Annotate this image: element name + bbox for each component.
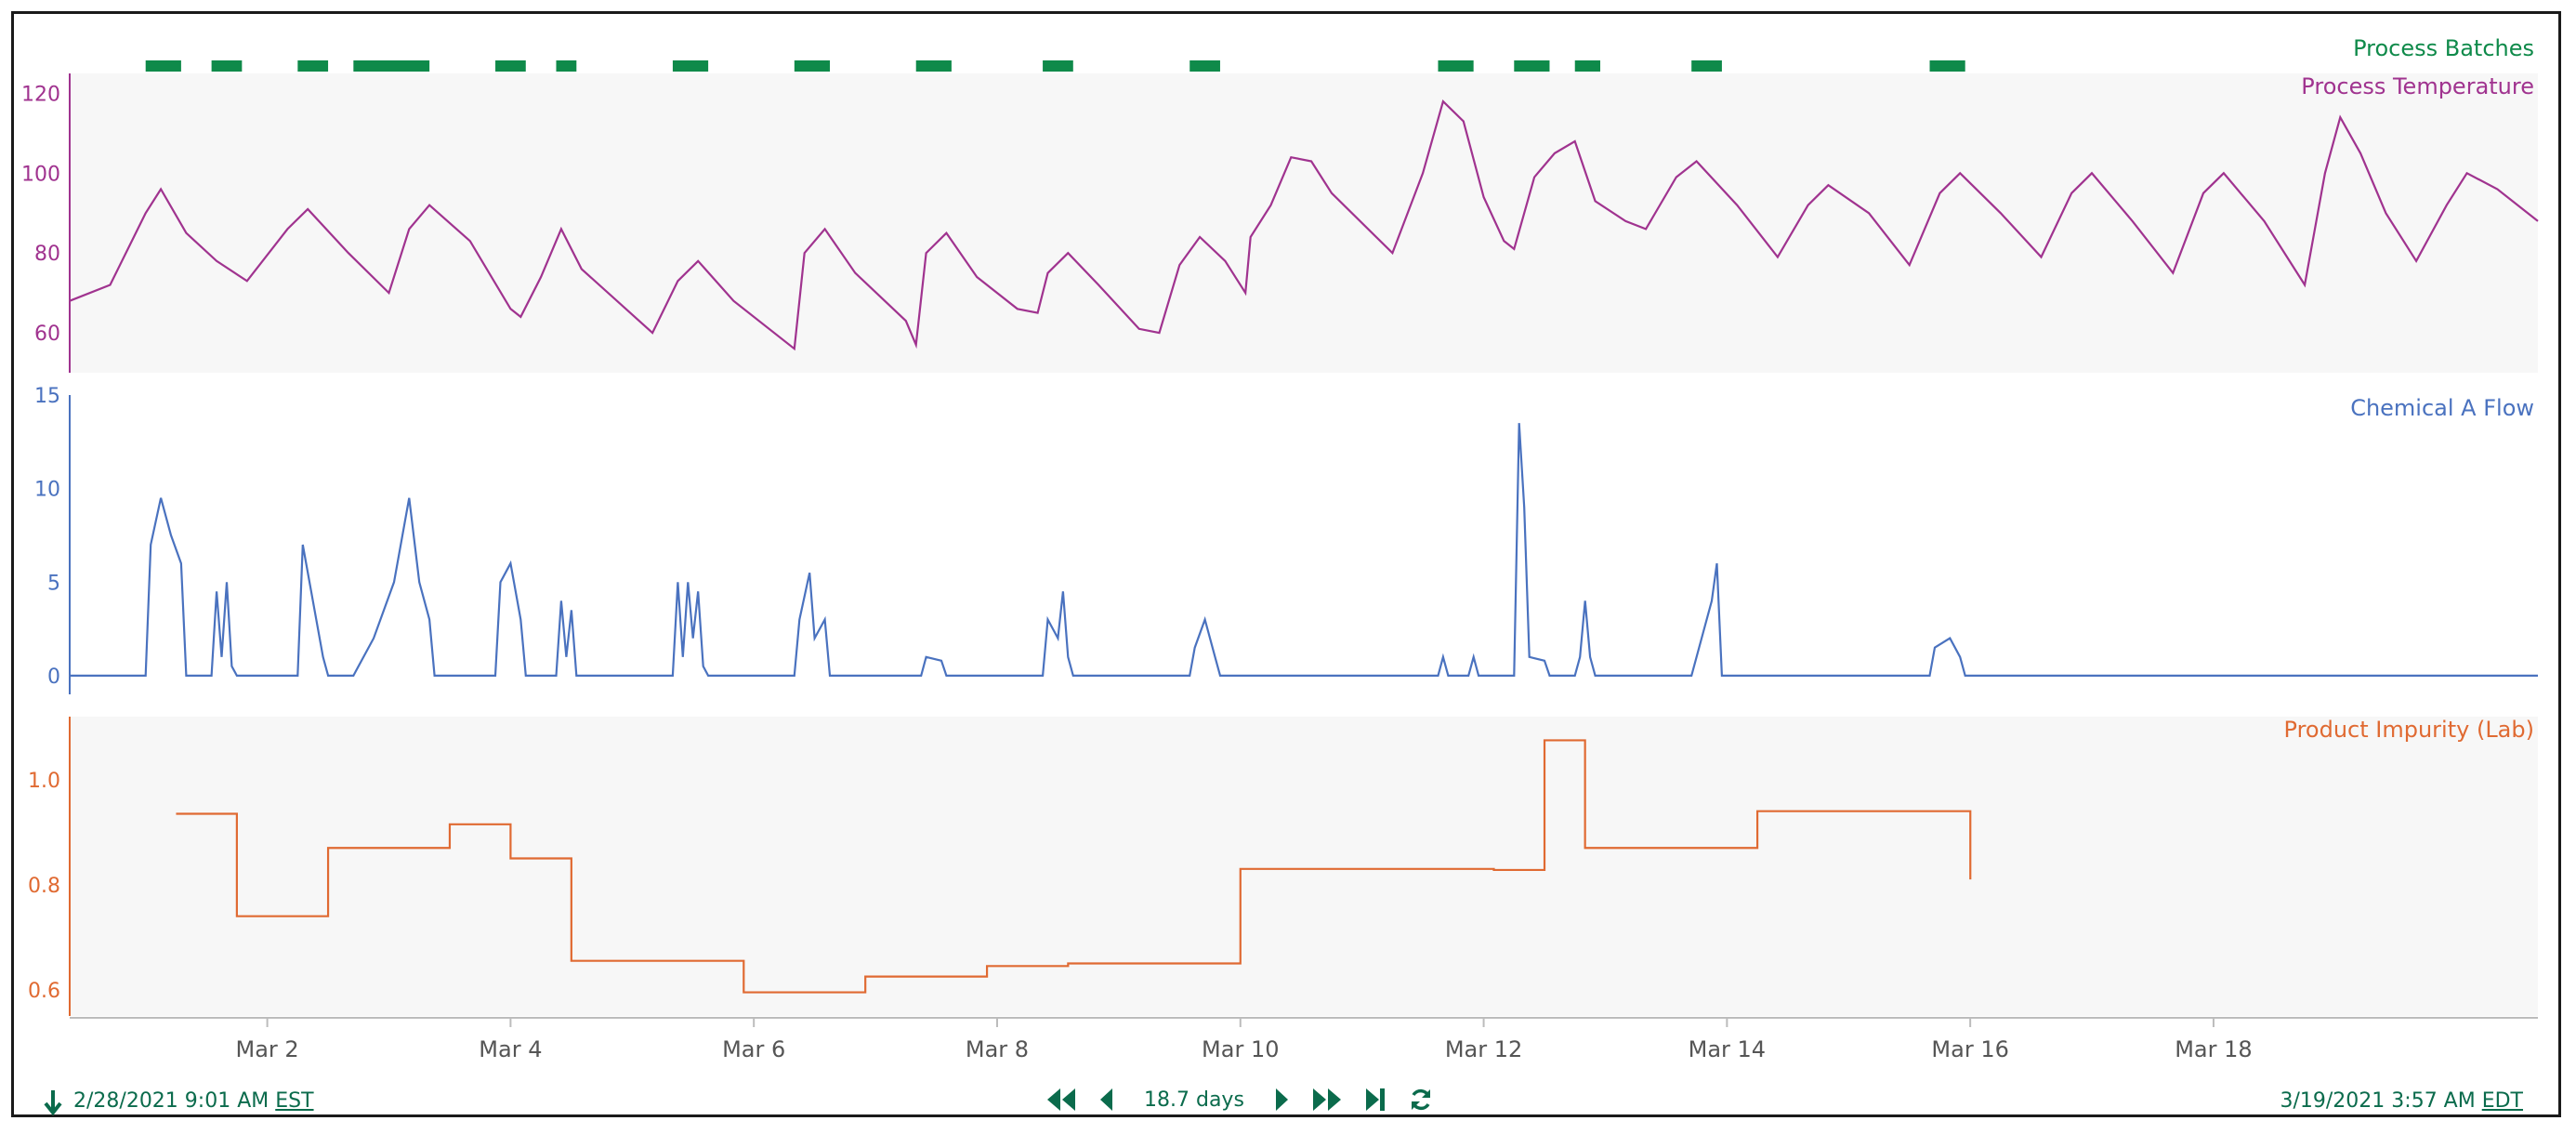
x-tick-label: Mar 2 bbox=[236, 1036, 299, 1062]
duration-label[interactable]: 18.7 days bbox=[1144, 1088, 1244, 1112]
batch-bar bbox=[145, 60, 181, 72]
batch-bar bbox=[297, 60, 329, 72]
trend-viewer: Process Batches 60 80 100 120 Process Tempera… bbox=[11, 11, 2561, 1117]
flow-tick-label: 0 bbox=[47, 666, 60, 689]
time-navigation: 18.7 days bbox=[1045, 1083, 1434, 1116]
flow-tick-label: 15 bbox=[34, 385, 60, 408]
x-tick-label: Mar 10 bbox=[1202, 1036, 1279, 1062]
batch-bar bbox=[1043, 60, 1073, 72]
batch-bar bbox=[794, 60, 831, 72]
impurity-tick-label: 0.8 bbox=[28, 875, 60, 898]
start-timezone-link[interactable]: EST bbox=[275, 1089, 314, 1113]
x-tick-label: Mar 8 bbox=[966, 1036, 1029, 1062]
batch-bar bbox=[1514, 60, 1550, 72]
x-tick-label: Mar 6 bbox=[722, 1036, 785, 1062]
impurity-tick-label: 0.6 bbox=[28, 980, 60, 1003]
temperature-title: Process Temperature bbox=[2301, 73, 2534, 99]
down-arrow-icon[interactable] bbox=[42, 1088, 64, 1116]
x-tick-label: Mar 18 bbox=[2175, 1036, 2252, 1062]
temperature-tick-label: 100 bbox=[21, 163, 60, 186]
forward-icon[interactable] bbox=[1272, 1086, 1291, 1114]
batch-bar bbox=[211, 60, 243, 72]
batch-bar bbox=[672, 60, 709, 72]
batch-bar bbox=[1189, 60, 1220, 72]
impurity-series-line bbox=[176, 739, 1972, 994]
impurity-tick-label: 1.0 bbox=[28, 770, 60, 793]
flow-series-line bbox=[70, 423, 2538, 677]
x-tick-label: Mar 12 bbox=[1445, 1036, 1522, 1062]
batch-bar bbox=[915, 60, 952, 72]
flow-title: Chemical A Flow bbox=[2350, 395, 2534, 421]
impurity-title: Product Impurity (Lab) bbox=[2284, 717, 2534, 743]
start-time-value: 2/28/2021 9:01 AM bbox=[73, 1089, 269, 1113]
start-time-display: 2/28/2021 9:01 AM EST bbox=[73, 1089, 314, 1113]
x-tick-label: Mar 16 bbox=[1931, 1036, 2008, 1062]
batch-bar bbox=[1438, 60, 1474, 72]
x-tick-label: Mar 4 bbox=[479, 1036, 542, 1062]
end-timezone-link[interactable]: EDT bbox=[2481, 1089, 2523, 1113]
batch-bar bbox=[1691, 60, 1722, 72]
temperature-panel-bg bbox=[70, 73, 2538, 373]
refresh-icon[interactable] bbox=[1408, 1087, 1434, 1113]
flow-tick-label: 5 bbox=[47, 572, 60, 595]
batch-bar bbox=[495, 60, 526, 72]
fast-forward-icon[interactable] bbox=[1311, 1086, 1343, 1114]
back-icon[interactable] bbox=[1097, 1086, 1116, 1114]
batch-bar bbox=[1574, 60, 1601, 72]
temperature-series-line bbox=[69, 99, 2539, 351]
end-time-display: 3/19/2021 3:57 AM EDT bbox=[2280, 1089, 2523, 1113]
end-time-value: 3/19/2021 3:57 AM bbox=[2280, 1089, 2476, 1113]
batch-bar bbox=[353, 60, 430, 72]
batch-bar bbox=[556, 60, 577, 72]
x-tick-label: Mar 14 bbox=[1689, 1036, 1766, 1062]
batches-title: Process Batches bbox=[2353, 35, 2534, 61]
batch-bar bbox=[1929, 60, 1965, 72]
fast-back-icon[interactable] bbox=[1045, 1086, 1077, 1114]
temperature-tick-label: 120 bbox=[21, 83, 60, 106]
jump-to-end-icon[interactable] bbox=[1363, 1086, 1387, 1114]
flow-tick-label: 10 bbox=[34, 479, 60, 502]
impurity-panel-bg bbox=[70, 717, 2538, 1016]
temperature-tick-label: 80 bbox=[34, 243, 60, 266]
temperature-tick-label: 60 bbox=[34, 323, 60, 346]
